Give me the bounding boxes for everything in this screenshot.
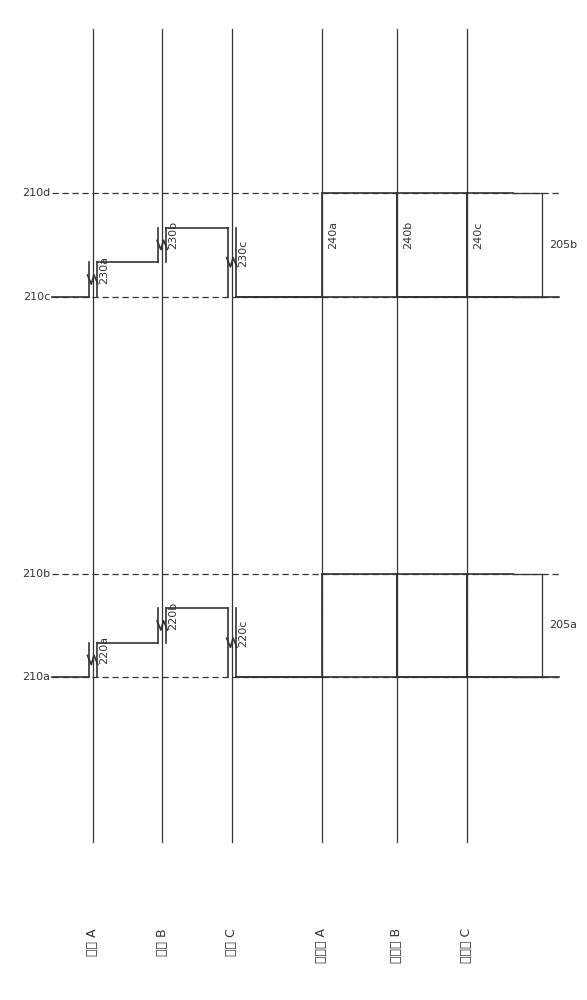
Text: 210a: 210a — [22, 672, 50, 682]
Text: 220a: 220a — [99, 636, 109, 664]
Text: 210b: 210b — [22, 569, 50, 579]
Text: 230b: 230b — [168, 221, 178, 249]
Text: 205b: 205b — [549, 240, 577, 250]
Text: 240c: 240c — [473, 222, 483, 249]
Text: 205a: 205a — [549, 620, 577, 630]
Text: 240b: 240b — [403, 221, 413, 249]
Text: 230c: 230c — [238, 239, 248, 267]
Text: 信号 A: 信号 A — [86, 928, 99, 956]
Text: 210d: 210d — [22, 188, 50, 198]
Text: 屏幕上 A: 屏幕上 A — [315, 928, 328, 963]
Text: 240a: 240a — [328, 221, 338, 249]
Text: 220c: 220c — [238, 620, 248, 647]
Text: 220b: 220b — [168, 601, 178, 630]
Text: 210c: 210c — [23, 292, 50, 302]
Text: 屏幕上 B: 屏幕上 B — [390, 928, 403, 963]
Text: 信号 B: 信号 B — [156, 928, 168, 956]
Text: 屏幕上 C: 屏幕上 C — [460, 928, 473, 963]
Text: 230a: 230a — [99, 256, 109, 284]
Text: 信号 C: 信号 C — [225, 928, 238, 956]
